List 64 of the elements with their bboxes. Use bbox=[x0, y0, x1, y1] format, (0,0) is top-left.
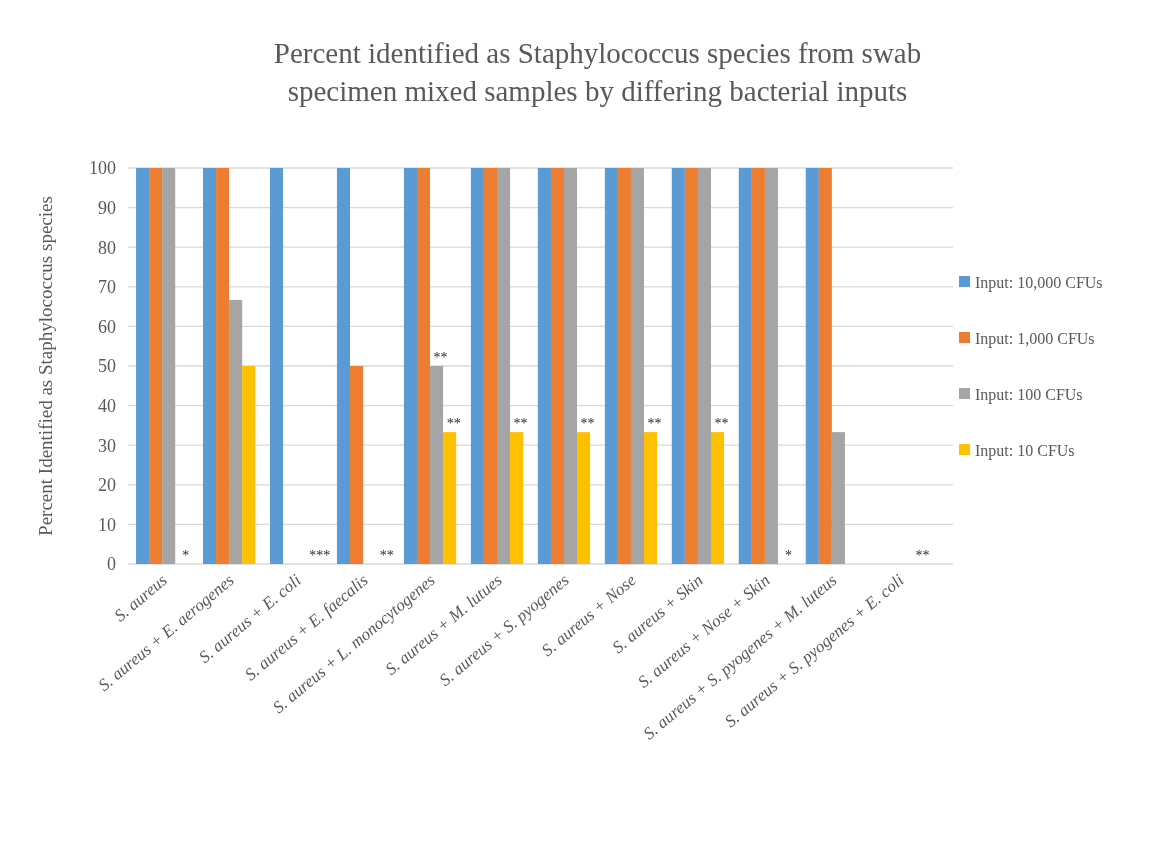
bar bbox=[764, 168, 778, 564]
bar bbox=[216, 168, 230, 564]
bar bbox=[136, 168, 150, 564]
legend-label: Input: 1,000 CFUs bbox=[975, 329, 1095, 348]
bar bbox=[497, 168, 511, 564]
annotation: ** bbox=[647, 416, 662, 432]
bar bbox=[470, 168, 484, 564]
y-tick-label: 60 bbox=[98, 316, 116, 337]
chart-title: Percent identified as Staphylococcus species from swab specimen mixed samples by differing bacterial inputs bbox=[273, 37, 922, 107]
bar bbox=[149, 168, 163, 564]
bar bbox=[630, 168, 645, 564]
y-tick-label: 90 bbox=[98, 197, 116, 218]
y-tick-label: 70 bbox=[98, 277, 116, 298]
bar bbox=[162, 168, 176, 564]
bar bbox=[336, 168, 351, 564]
bar bbox=[430, 366, 444, 564]
bar bbox=[671, 168, 685, 564]
annotation: * bbox=[784, 548, 792, 563]
annotation: ** bbox=[513, 416, 528, 432]
bar bbox=[229, 299, 243, 564]
bar bbox=[738, 168, 752, 564]
y-tick-label: 20 bbox=[98, 475, 116, 496]
bar bbox=[604, 168, 618, 564]
annotation: ** bbox=[580, 416, 595, 432]
bar bbox=[644, 432, 658, 564]
y-tick-label: 10 bbox=[98, 514, 116, 535]
bar bbox=[577, 432, 591, 564]
bar bbox=[403, 168, 417, 564]
bar bbox=[550, 168, 564, 564]
bar bbox=[203, 168, 217, 564]
legend-label: Input: 10,000 CFUs bbox=[975, 273, 1103, 292]
y-tick-label: 100 bbox=[89, 158, 116, 179]
y-tick-label: 0 bbox=[107, 554, 116, 575]
y-tick-label: 30 bbox=[98, 435, 116, 456]
annotation: ** bbox=[714, 416, 729, 432]
bar bbox=[416, 168, 431, 564]
annotation: ** bbox=[446, 416, 461, 432]
annotation: *** bbox=[309, 548, 331, 563]
bar bbox=[537, 168, 551, 564]
bar bbox=[242, 366, 256, 564]
bar bbox=[443, 432, 457, 564]
bar bbox=[710, 432, 725, 564]
bar bbox=[483, 168, 498, 564]
legend-label: Input: 10 CFUs bbox=[975, 441, 1075, 460]
y-tick-label: 40 bbox=[98, 395, 116, 416]
bar bbox=[818, 168, 832, 564]
bar bbox=[617, 168, 631, 564]
bar bbox=[805, 168, 819, 564]
bar bbox=[510, 432, 524, 564]
y-axis-title: Percent Identified as Staphylococcus species bbox=[35, 196, 56, 536]
annotation: ** bbox=[433, 350, 448, 365]
bar bbox=[684, 168, 698, 564]
annotation: * bbox=[182, 548, 190, 563]
bar bbox=[751, 168, 765, 564]
bar bbox=[563, 168, 578, 564]
bar bbox=[697, 168, 711, 564]
annotation: ** bbox=[379, 548, 394, 563]
bar bbox=[269, 168, 284, 564]
legend-label: Input: 100 CFUs bbox=[975, 385, 1083, 404]
annotation: ** bbox=[915, 548, 930, 563]
y-tick-label: 80 bbox=[98, 237, 116, 258]
bar bbox=[831, 432, 845, 564]
y-tick-label: 50 bbox=[98, 356, 116, 377]
bar bbox=[350, 366, 364, 564]
